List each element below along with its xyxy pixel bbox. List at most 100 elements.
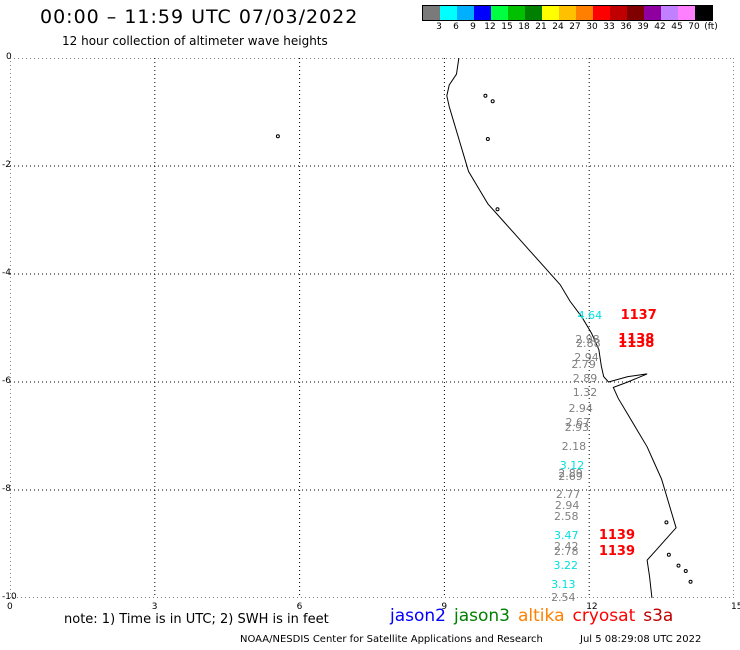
wave-height-label: 2.88: [576, 337, 601, 351]
x-tick-label: 9: [441, 602, 448, 612]
wave-height-label: 3.22: [553, 558, 578, 572]
color-scale-label: 42: [654, 22, 666, 32]
y-tick-label: -2: [2, 160, 11, 170]
wave-height-label: 2.67: [565, 415, 591, 429]
wave-height-label: 2.93: [564, 420, 590, 434]
y-tick-label: -6: [2, 376, 11, 386]
color-swatch: [559, 6, 576, 20]
satellite-legend: jason2 jason3 altika cryosat s3a: [390, 606, 681, 626]
color-scale-label: 33: [603, 22, 615, 32]
footer-note: note: 1) Time is in UTC; 2) SWH is in fe…: [64, 612, 329, 627]
x-tick-label: 3: [151, 602, 158, 612]
x-tick-label: 15: [731, 602, 740, 612]
color-scale-label: 18: [518, 22, 530, 32]
wave-height-label: 2.54: [551, 591, 576, 604]
wave-height-label: 3.47: [553, 528, 579, 542]
x-tick-label: 6: [296, 602, 303, 612]
island: [666, 552, 671, 557]
y-tick-label: -8: [2, 484, 11, 494]
y-tick-label: 0: [6, 52, 12, 62]
color-scale-label: 70: [688, 22, 700, 32]
color-scale-label: 12: [484, 22, 496, 32]
color-scale-label: 24: [552, 22, 564, 32]
color-scale-label: 36: [620, 22, 632, 32]
legend-item-s3a: s3a: [643, 606, 674, 626]
wave-height-label: 3.13: [551, 577, 576, 591]
color-swatch: [423, 6, 440, 20]
wave-height-label: 2.69: [558, 470, 583, 484]
color-scale-label: 27: [569, 22, 581, 32]
wave-height-label: 2.94: [554, 499, 580, 513]
color-swatch: [474, 6, 491, 20]
wave-height-label: 2.78: [553, 545, 579, 559]
wave-height-label: 1.32: [572, 385, 598, 399]
color-scale-label: 21: [535, 22, 547, 32]
wave-height-label: 2.94: [568, 402, 593, 415]
color-scale-label: 9: [470, 22, 476, 32]
color-swatch: [644, 6, 661, 20]
timestamp-text: Jul 5 08:29:08 UTC 2022: [580, 634, 702, 645]
color-swatch: [508, 6, 525, 20]
color-swatch: [627, 6, 644, 20]
wave-height-label: 2.79: [571, 357, 596, 371]
island: [688, 579, 693, 584]
island: [490, 99, 495, 104]
wave-height-label: 2.18: [561, 439, 587, 453]
page-subtitle: 12 hour collection of altimeter wave hei…: [62, 34, 328, 48]
color-swatch: [457, 6, 474, 20]
color-scale-label: 3: [436, 22, 442, 32]
x-tick-label: 12: [586, 602, 598, 612]
wave-height-label: 2.58: [553, 510, 579, 523]
color-swatch: [610, 6, 627, 20]
legend-item-jason3: jason3: [454, 606, 510, 626]
color-scale-label: 15: [501, 22, 513, 32]
wave-height-label: 2.94: [574, 350, 599, 364]
cycle-number-label: 1139: [598, 544, 636, 560]
cycle-number-label: 1137: [620, 308, 657, 324]
map-area[interactable]: 4.64 2.98 2.88 2.94 2.79 2.89 1.32 2.94 2.67 2.93…: [9, 57, 735, 604]
island: [485, 137, 490, 141]
island: [483, 93, 488, 98]
x-tick-label: 0: [7, 602, 13, 612]
island: [676, 563, 681, 568]
island: [683, 569, 688, 573]
island: [495, 207, 500, 212]
coastline: [446, 57, 677, 599]
color-scale-label: (ft): [704, 22, 718, 32]
color-swatch: [678, 6, 695, 20]
color-swatch: [491, 6, 508, 20]
cycle-number-label: 1138: [618, 331, 655, 347]
wave-height-label: 2.42: [553, 539, 579, 553]
wave-height-label: 4.64: [577, 309, 603, 323]
color-scale-labels: 3 6 9 12 15 18 21 24 27 30 33 36 39 42 45 70 (ft): [422, 22, 740, 34]
color-swatch: [593, 6, 610, 20]
y-tick-label: -10: [2, 592, 17, 602]
island: [664, 520, 669, 525]
cycle-number-label: 1138: [618, 336, 655, 352]
color-swatch: [440, 6, 457, 20]
y-tick-label: -4: [2, 268, 11, 278]
map-frame: [9, 57, 735, 599]
color-scale-label: 39: [637, 22, 649, 32]
legend-item-cryosat: cryosat: [572, 606, 636, 626]
color-swatch: [525, 6, 542, 20]
wave-height-label: 2.77: [555, 488, 581, 502]
color-swatch: [576, 6, 593, 20]
wave-height-label: 2.98: [575, 332, 600, 346]
legend-item-jason2: jason2: [390, 606, 446, 626]
wave-height-label: 3.12: [559, 458, 585, 472]
color-swatch: [695, 6, 712, 20]
color-scale-label: 30: [586, 22, 598, 32]
color-scale-label: 6: [453, 22, 459, 32]
legend-item-altika: altika: [518, 606, 565, 626]
cycle-number-label: 1139: [598, 527, 636, 543]
map-canvas: [9, 57, 735, 599]
color-swatch: [542, 6, 559, 20]
color-scale-bar: [422, 5, 713, 21]
wave-height-label: 2.89: [558, 466, 583, 480]
color-swatch: [661, 6, 678, 20]
color-scale-label: 45: [671, 22, 683, 32]
wave-height-label: 2.89: [572, 372, 598, 386]
island: [275, 134, 280, 139]
credit-text: NOAA/NESDIS Center for Satellite Applica…: [240, 634, 543, 645]
